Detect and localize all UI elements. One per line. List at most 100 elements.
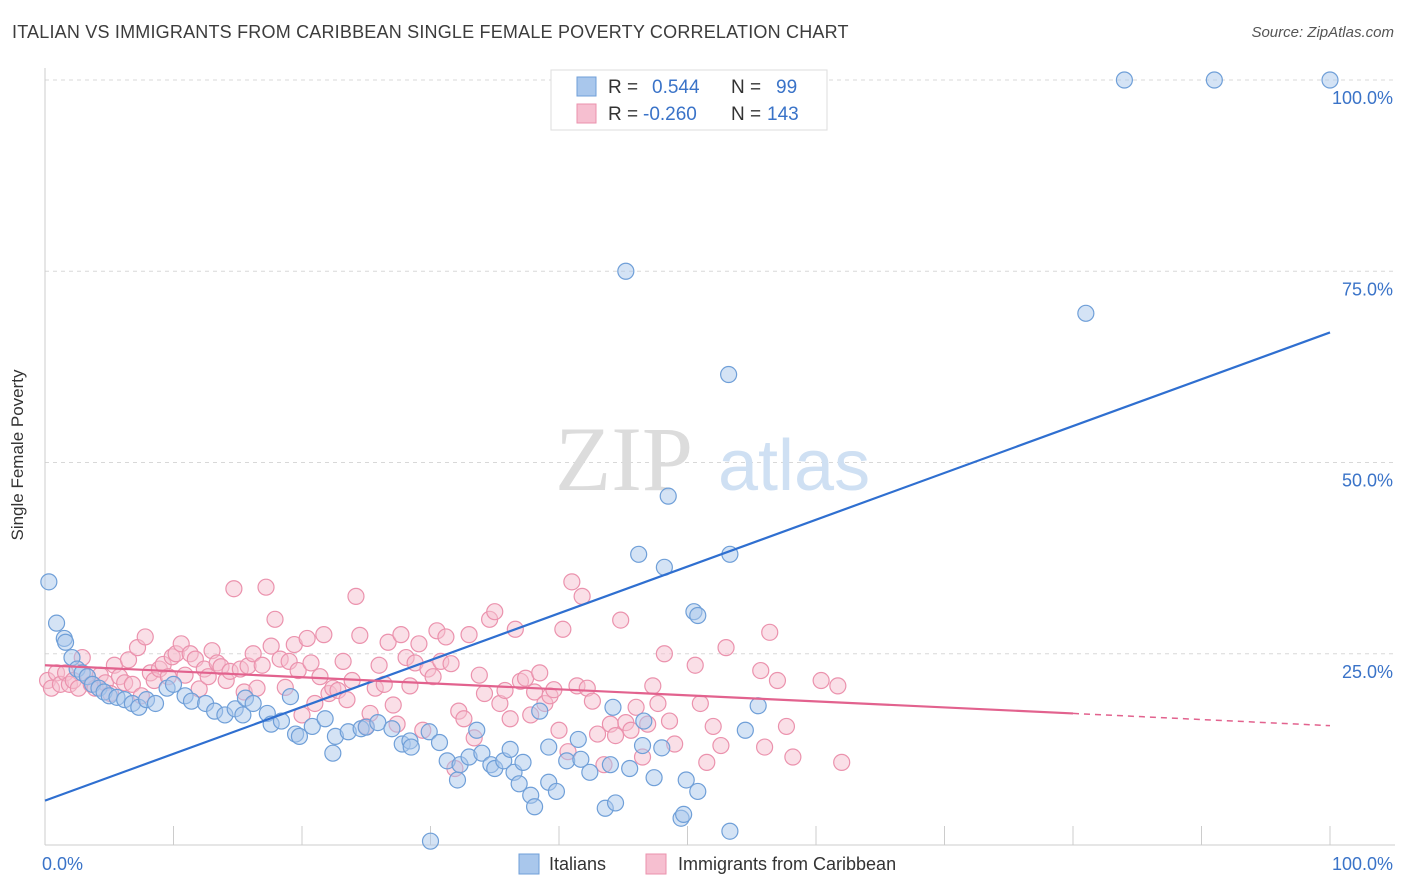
caribbean-point	[768, 671, 787, 690]
caribbean-point	[712, 736, 730, 755]
italian-point	[501, 740, 519, 758]
italian-point	[430, 733, 449, 752]
italian-point	[234, 706, 252, 724]
y-tick-label: 50.0%	[1342, 471, 1393, 491]
italian-point	[540, 738, 558, 756]
y-tick-labels: 25.0% 50.0% 75.0% 100.0%	[1332, 88, 1393, 682]
italian-point	[677, 771, 695, 789]
x-tick-labels: 0.0% 100.0%	[42, 854, 1393, 874]
x-tick-label-min: 0.0%	[42, 854, 83, 874]
caribbean-point	[442, 655, 460, 673]
legend-italians-swatch	[518, 853, 540, 875]
caribbean-point	[401, 677, 419, 695]
caribbean-n-value: 143	[767, 104, 799, 125]
caribbean-point	[588, 725, 607, 743]
caribbean-point	[437, 628, 455, 646]
caribbean-point	[612, 611, 630, 629]
italian-point	[164, 675, 183, 693]
caribbean-point	[119, 651, 138, 669]
caribbean-point	[627, 698, 645, 716]
italian-point	[525, 798, 544, 816]
caribbean-point	[475, 684, 494, 703]
bottom-legend: Italians Immigrants from Caribbean	[518, 853, 896, 875]
caribbean-point	[554, 620, 572, 638]
caribbean-point	[298, 629, 316, 648]
italian-point	[621, 759, 639, 778]
caribbean-point	[253, 656, 271, 674]
caribbean-trend-extension	[1072, 712, 1331, 727]
italian-point	[720, 365, 738, 384]
italian-point	[402, 738, 420, 756]
caribbean-point	[496, 681, 514, 700]
italians-n-label: N =	[731, 77, 761, 98]
caribbean-point	[334, 652, 352, 671]
italian-point	[473, 744, 491, 762]
italian-point	[675, 805, 693, 824]
italians-n-value: 99	[776, 77, 797, 98]
italian-point	[1205, 71, 1223, 89]
y-tick-label: 75.0%	[1342, 279, 1393, 299]
italians-r-value: 0.544	[652, 77, 700, 98]
italian-point	[324, 744, 342, 762]
caribbean-point	[649, 694, 667, 713]
italian-point	[510, 775, 528, 793]
caribbean-r-label: R =	[608, 104, 638, 125]
italian-point	[56, 633, 75, 651]
italian-point	[281, 687, 300, 706]
italian-point	[635, 712, 653, 730]
italian-point	[1115, 71, 1134, 89]
legend-caribbean-swatch	[645, 853, 667, 875]
italian-point	[633, 736, 652, 755]
y-tick-label: 100.0%	[1332, 88, 1393, 108]
caribbean-point	[347, 587, 365, 605]
caribbean-point	[644, 677, 662, 695]
chart-title: ITALIAN VS IMMIGRANTS FROM CARIBBEAN SIN…	[12, 22, 849, 42]
italian-point	[630, 545, 648, 563]
caribbean-point	[761, 623, 779, 641]
caribbean-point	[755, 738, 774, 756]
caribbean-point	[501, 710, 519, 728]
caribbean-point	[752, 661, 770, 680]
italian-point	[420, 723, 438, 741]
italian-point	[40, 573, 58, 591]
italian-point	[383, 720, 401, 738]
italian-point	[581, 763, 599, 781]
caribbean-point	[370, 656, 388, 674]
caribbean-point	[550, 721, 568, 739]
italian-point	[182, 692, 201, 710]
caribbean-swatch	[576, 103, 597, 124]
italian-point	[1077, 304, 1095, 322]
caribbean-point	[686, 656, 704, 674]
caribbean-point	[660, 712, 679, 730]
italian-point	[569, 730, 587, 749]
italian-point	[601, 756, 620, 774]
italian-point	[316, 710, 334, 728]
italian-point	[749, 697, 767, 715]
italian-point	[689, 782, 707, 801]
caribbean-point	[302, 654, 320, 672]
italian-point	[448, 771, 467, 789]
italian-point	[547, 782, 566, 801]
italian-point	[721, 822, 739, 840]
caribbean-point	[338, 691, 356, 709]
caribbean-point	[777, 717, 796, 736]
caribbean-point	[225, 580, 243, 598]
legend-italians-label: Italians	[549, 854, 606, 874]
italians-r-label: R =	[608, 77, 638, 98]
legend-caribbean-label: Immigrants from Caribbean	[678, 854, 896, 874]
italian-point	[558, 752, 576, 770]
y-tick-label: 25.0%	[1342, 662, 1393, 682]
gridlines	[45, 79, 1395, 655]
caribbean-point	[829, 677, 847, 695]
stats-legend-frame	[550, 69, 828, 131]
trend-lines	[44, 331, 1331, 802]
caribbean-point	[583, 692, 602, 710]
caribbean-point	[691, 694, 709, 713]
caribbean-point	[812, 671, 830, 690]
italian-point	[617, 262, 635, 280]
caribbean-r-value: -0.260	[643, 104, 697, 125]
italian-point	[369, 713, 387, 732]
x-tick-label-max: 100.0%	[1332, 854, 1393, 874]
italian-point	[653, 739, 671, 757]
caribbean-point	[315, 626, 333, 644]
